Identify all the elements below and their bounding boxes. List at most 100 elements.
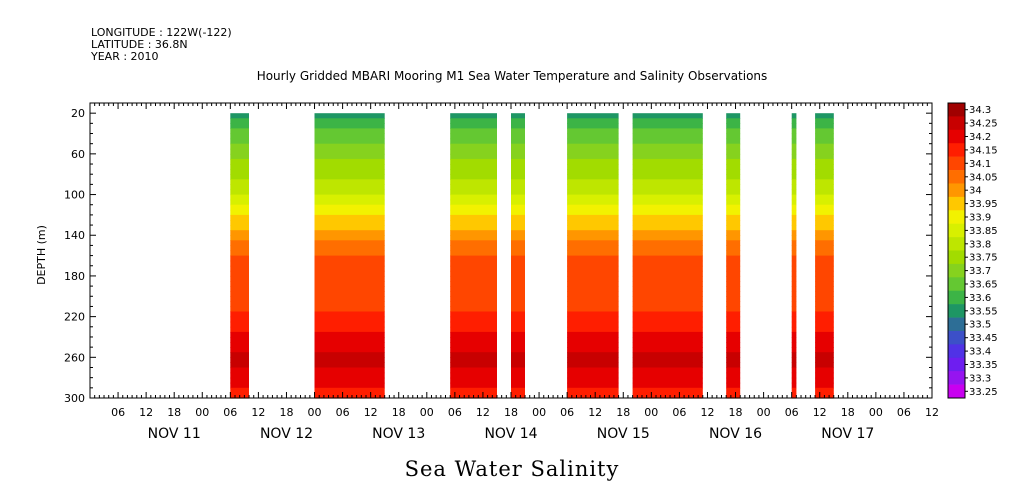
salinity-cell [450,321,497,328]
salinity-cell [632,387,703,394]
salinity-cell [450,245,497,252]
salinity-cell [726,367,741,374]
salinity-cell [450,382,497,389]
salinity-cell [567,148,619,155]
salinity-cell [791,209,797,216]
salinity-cell [632,331,703,338]
salinity-cell [632,128,703,135]
salinity-cell [450,189,497,196]
x-hour-label: 00 [195,406,209,419]
salinity-cell [567,153,619,160]
salinity-cell [726,250,741,257]
salinity-cell [815,331,834,338]
y-tick-label: 220 [64,311,85,324]
salinity-cell [632,377,703,384]
salinity-cell [632,209,703,216]
salinity-cell [511,331,525,338]
salinity-cell [314,337,385,343]
salinity-cell [567,179,619,185]
salinity-cell [314,128,385,135]
salinity-cell [511,377,525,384]
x-hour-label: 00 [644,406,658,419]
salinity-cell [815,174,834,180]
salinity-cell [791,347,797,353]
salinity-cell [314,296,385,302]
salinity-cell [314,230,385,236]
salinity-cell [567,230,619,236]
salinity-cell [726,204,741,211]
x-hour-label: 18 [504,406,518,419]
salinity-cell [567,158,619,165]
salinity-cell [314,392,385,399]
salinity-cell [511,133,525,140]
salinity-cell [567,133,619,140]
salinity-cell [450,220,497,226]
salinity-cell [511,148,525,155]
salinity-cell [815,194,834,201]
data-segments [230,113,834,399]
salinity-cell [230,118,249,124]
legend-label: 33.65 [969,280,998,291]
data-segment [450,113,497,399]
salinity-cell [726,164,741,170]
salinity-cell [450,326,497,333]
salinity-cell [791,296,797,302]
legend-label: 33.3 [969,373,991,384]
salinity-cell [791,138,797,145]
legend-label: 33.85 [969,226,998,237]
salinity-cell [632,235,703,241]
salinity-cell [815,209,834,216]
x-hour-label: 00 [757,406,771,419]
salinity-cell [314,158,385,165]
salinity-cell [314,372,385,379]
salinity-cell [567,331,619,338]
salinity-cell [511,296,525,302]
salinity-cell [815,362,834,369]
salinity-cell [632,291,703,297]
salinity-cell [815,189,834,196]
salinity-cell [314,113,385,119]
salinity-cell [726,357,741,363]
salinity-cell [632,118,703,124]
color-legend: 34.3 34.25 34.2 34.15 34.1 34.05 34 33.95 33.9 33… [947,102,998,399]
salinity-cell [815,387,834,394]
salinity-cell [230,209,249,216]
salinity-cell [567,296,619,302]
salinity-cell [632,189,703,196]
salinity-cell [450,184,497,191]
salinity-cell [567,367,619,374]
legend-swatch [948,156,965,171]
salinity-cell [450,260,497,267]
salinity-cell [511,306,525,313]
salinity-cell [450,199,497,206]
legend-label: 34.2 [969,132,991,143]
salinity-cell [511,301,525,308]
y-tick-label: 260 [64,351,85,364]
salinity-cell [567,265,619,272]
salinity-cell [567,194,619,201]
salinity-cell [450,235,497,241]
y-tick-label: 140 [64,229,85,242]
salinity-cell [632,153,703,160]
salinity-cell [450,138,497,145]
salinity-cell [230,179,249,185]
salinity-cell [450,286,497,292]
salinity-cell [314,235,385,241]
salinity-cell [567,286,619,292]
salinity-cell [230,296,249,302]
salinity-cell [815,382,834,389]
x-hour-label: 06 [897,406,911,419]
salinity-cell [791,326,797,333]
x-hour-label: 12 [139,406,153,419]
legend-label: 34.1 [969,159,991,170]
salinity-cell [511,250,525,257]
salinity-cell [791,362,797,369]
salinity-cell [791,164,797,170]
salinity-cell [450,174,497,180]
salinity-cell [511,291,525,297]
salinity-cell [230,260,249,267]
legend-label: 33.7 [969,266,991,277]
salinity-cell [632,362,703,369]
salinity-cell [815,316,834,323]
salinity-cell [511,260,525,267]
